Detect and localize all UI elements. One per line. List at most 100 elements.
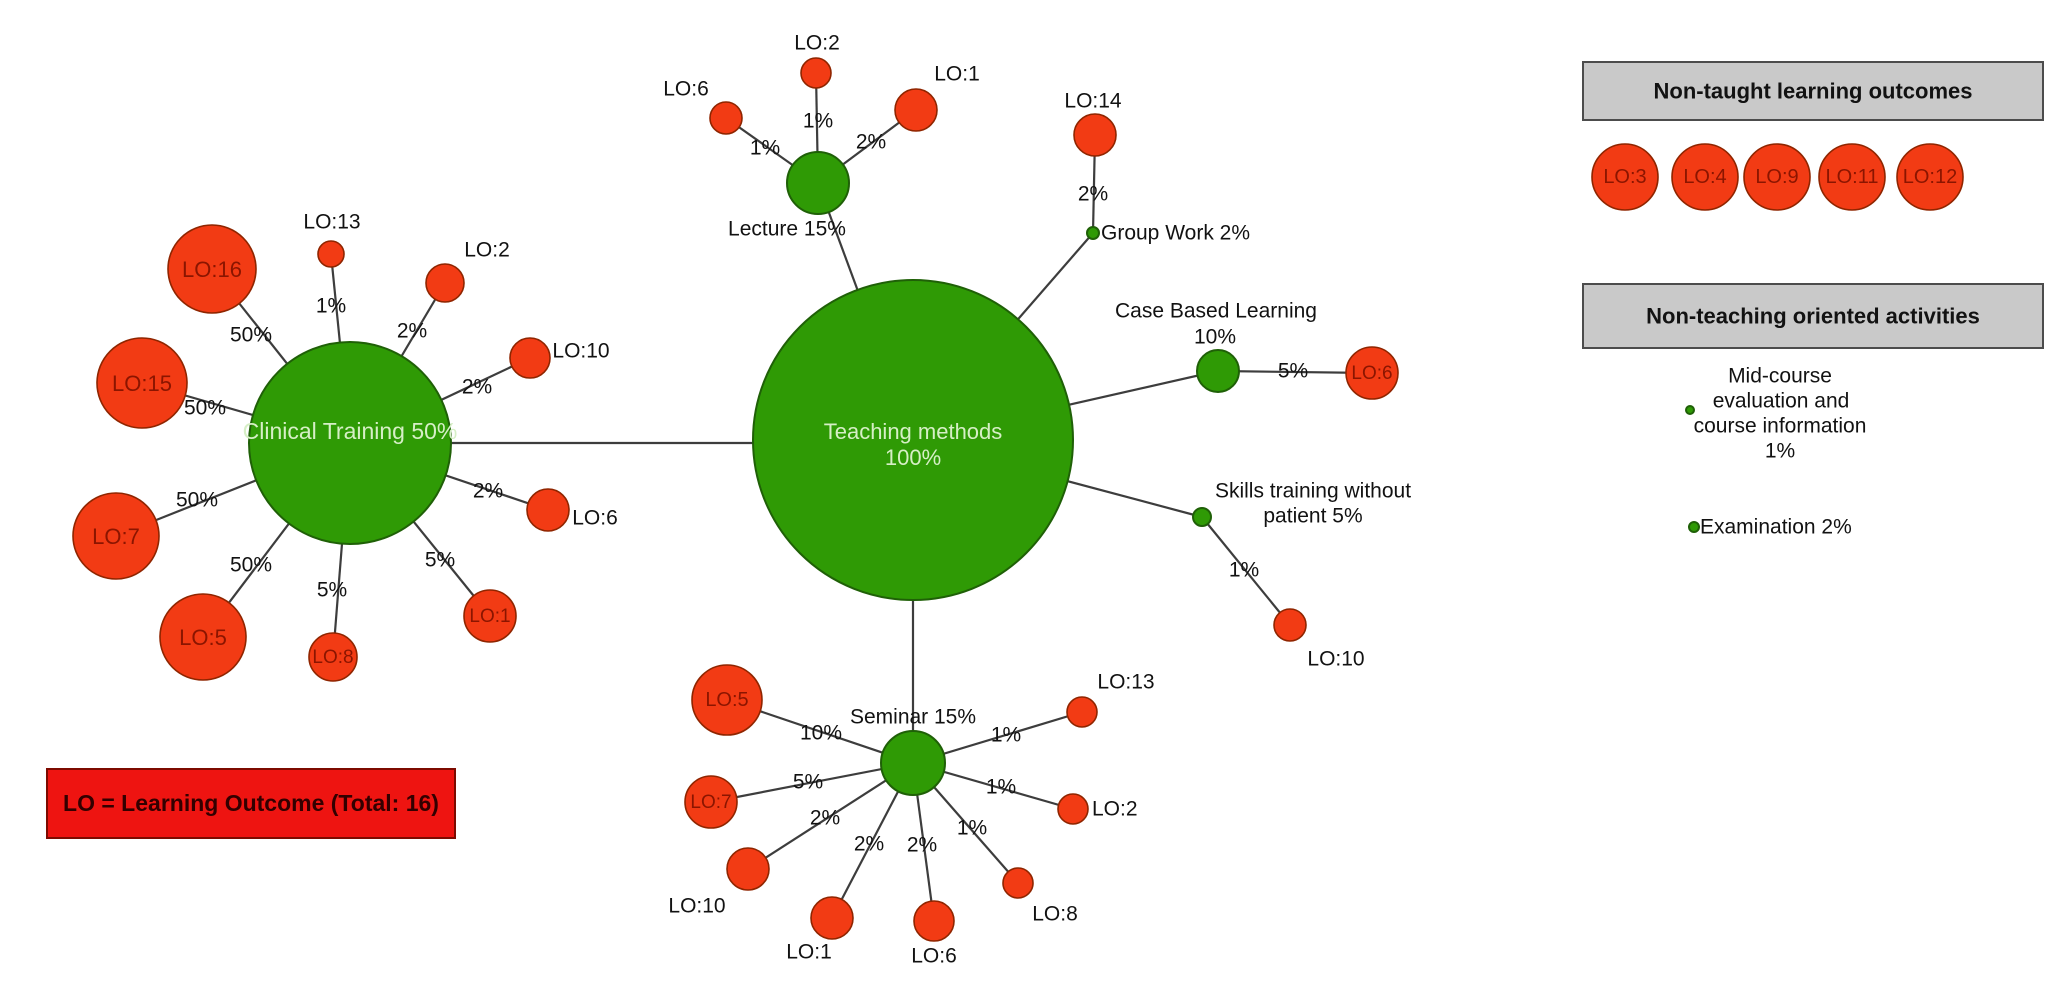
lo-clinical-16-label: LO:16 (182, 257, 242, 282)
lo-nontaught-9-circle (1743, 143, 1811, 211)
lo-clinical-7-label: LO:7 (92, 524, 140, 549)
lo-seminar-6-circle (913, 900, 955, 942)
lo-clinical-15-label: LO:15 (112, 371, 172, 396)
lo-clinical-16: LO:16 (167, 224, 257, 314)
lo-clinical-1: LO:1 (463, 589, 517, 643)
lo-lecture-1 (894, 88, 938, 132)
hub-clinical-training: Clinical Training 50% (243, 341, 458, 545)
hub-teaching-methods-circle (752, 279, 1074, 601)
lo-clinical-6 (526, 488, 570, 532)
pct-casebased-lo6: 5% (1278, 360, 1308, 383)
pct-clinical-lo5: 50% (230, 554, 272, 577)
dot-skills-training-circle (1192, 507, 1212, 527)
hub-seminar-circle (880, 730, 946, 796)
edge-skills-lo10 (1201, 516, 1291, 626)
lo-clinical-8-label: LO:8 (312, 647, 353, 668)
lo-seminar-10-circle (726, 847, 770, 891)
lo-nontaught-4-circle (1671, 143, 1739, 211)
hub-clinical-training-label: Clinical Training 50% (243, 418, 458, 444)
lo-clinical-15-circle (96, 337, 188, 429)
pct-clinical-lo7: 50% (176, 489, 218, 512)
lo-lecture-6-circle (709, 101, 743, 135)
lo-skills-10-circle (1273, 608, 1307, 642)
pct-lecture-lo6: 1% (750, 137, 780, 160)
pct-clinical-lo8: 5% (317, 579, 347, 602)
pct-clinical-lo6: 2% (473, 480, 503, 503)
label-seminar-lo10: LO:10 (668, 895, 725, 918)
lo-nontaught-12-circle (1896, 143, 1964, 211)
lo-nontaught-12: LO:12 (1896, 143, 1964, 211)
lo-clinical-13 (317, 240, 345, 268)
label-seminar-lo8: LO:8 (1032, 903, 1078, 926)
pct-lecture-lo1: 2% (856, 131, 886, 154)
lo-nontaught-4-label: LO:4 (1683, 166, 1726, 188)
lo-nontaught-3: LO:3 (1591, 143, 1659, 211)
label-case-based-1: Case Based Learning (1115, 300, 1317, 323)
label-skills-1: Skills training without (1215, 480, 1411, 503)
pct-clinical-lo2: 2% (397, 320, 427, 343)
hub-seminar (880, 730, 946, 796)
panel-nonteaching-title: Non-teaching oriented activities (1646, 304, 1980, 329)
lo-clinical-10-circle (509, 337, 551, 379)
lo-lecture-1-circle (894, 88, 938, 132)
label-seminar-lo1: LO:1 (786, 941, 832, 964)
hub-case-based-learning (1196, 349, 1240, 393)
label-skills-lo10: LO:10 (1307, 648, 1364, 671)
pct-seminar-lo7: 5% (793, 771, 823, 794)
lo-clinical-7: LO:7 (72, 492, 160, 580)
hub-clinical-training-circle (248, 341, 452, 545)
lo-seminar-13 (1066, 696, 1098, 728)
hub-teaching-methods: Teaching methods 100% (752, 279, 1074, 601)
label-clinical-lo6: LO:6 (572, 507, 618, 530)
label-clinical-lo2: LO:2 (464, 239, 510, 262)
label-midcourse-4: 1% (1765, 440, 1795, 463)
legend-box (46, 768, 456, 839)
lo-clinical-15: LO:15 (96, 337, 188, 429)
lo-nontaught-9-label: LO:9 (1755, 166, 1798, 188)
pct-seminar-lo6: 2% (907, 834, 937, 857)
lo-seminar-7-circle (684, 775, 738, 829)
lo-lecture-2-circle (800, 57, 832, 89)
pct-seminar-lo1: 2% (854, 833, 884, 856)
lo-seminar-5-circle (691, 664, 763, 736)
lo-seminar-7-label: LO:7 (690, 792, 731, 813)
lo-nontaught-3-label: LO:3 (1603, 166, 1646, 188)
pct-clinical-lo15: 50% (184, 397, 226, 420)
label-examination: Examination 2% (1700, 516, 1852, 539)
dot-midcourse-evaluation (1685, 405, 1695, 415)
pct-seminar-lo5: 10% (800, 722, 842, 745)
label-seminar-lo13: LO:13 (1097, 671, 1154, 694)
label-seminar-lo6: LO:6 (911, 945, 957, 968)
lo-clinical-5-label: LO:5 (179, 625, 227, 650)
lo-nontaught-11-circle (1818, 143, 1886, 211)
lo-seminar-2-circle (1057, 793, 1089, 825)
lo-clinical-2-circle (425, 263, 465, 303)
hub-teaching-methods-label: Teaching methods 100% (824, 419, 1003, 470)
lo-seminar-8-circle (1002, 867, 1034, 899)
dot-examination (1688, 521, 1700, 533)
lo-nontaught-3-circle (1591, 143, 1659, 211)
dot-group-work (1086, 226, 1100, 240)
pct-clinical-lo13: 1% (316, 295, 346, 318)
pct-clinical-lo16: 50% (230, 324, 272, 347)
lo-seminar-1 (810, 896, 854, 940)
lo-nontaught-11: LO:11 (1818, 143, 1886, 211)
label-seminar-lo2: LO:2 (1092, 798, 1138, 821)
hub-case-based-learning-circle (1196, 349, 1240, 393)
lo-seminar-10 (726, 847, 770, 891)
lo-skills-10 (1273, 608, 1307, 642)
pct-lecture-lo2: 1% (803, 110, 833, 133)
lo-seminar-5: LO:5 (691, 664, 763, 736)
label-midcourse-1: Mid-course (1728, 365, 1832, 388)
label-seminar: Seminar 15% (850, 706, 976, 729)
pct-seminar-lo10: 2% (810, 807, 840, 830)
hub-lecture (786, 151, 850, 215)
pct-clinical-lo1: 5% (425, 549, 455, 572)
lo-clinical-5-circle (159, 593, 247, 681)
lo-seminar-6 (913, 900, 955, 942)
label-midcourse-3: course information (1694, 415, 1867, 438)
lo-groupwork-14 (1073, 113, 1117, 157)
dot-midcourse-evaluation-circle (1685, 405, 1695, 415)
label-lecture-lo6: LO:6 (663, 78, 709, 101)
